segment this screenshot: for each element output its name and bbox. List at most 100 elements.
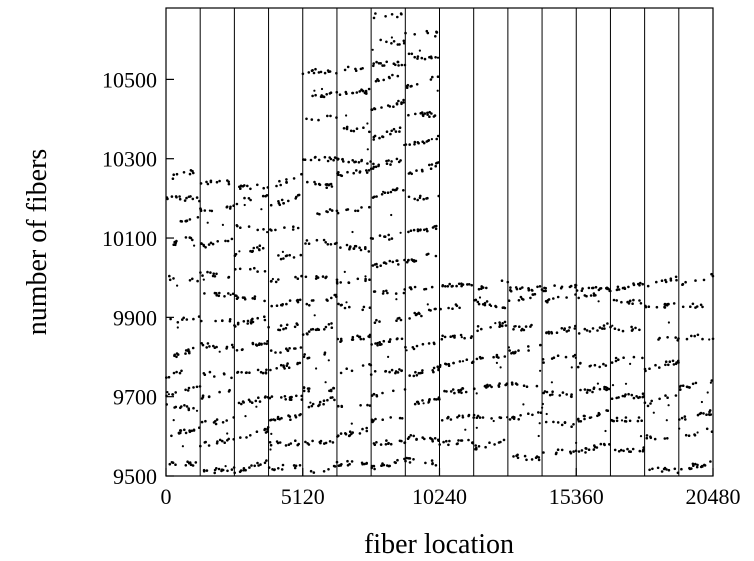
data-point [239,184,243,188]
data-point [327,323,331,326]
data-point [213,346,217,350]
data-point [608,289,611,293]
data-point [332,386,335,390]
data-point [385,439,388,442]
data-point [415,83,419,86]
data-point [314,182,317,186]
data-point [315,238,319,242]
data-point [658,336,661,340]
data-point [441,334,444,338]
data-point [699,303,703,307]
y-tick-label: 10300 [102,147,157,172]
data-point [527,345,530,348]
data-point [291,228,295,231]
data-point [206,270,209,274]
data-point [527,349,530,352]
data-point [641,450,645,453]
data-point [372,16,376,20]
data-point [342,127,346,130]
data-point [394,292,398,295]
data-point [317,71,321,74]
data-point [390,36,393,39]
data-point [279,257,283,261]
data-point [205,469,209,472]
data-point [527,287,530,291]
data-point [643,367,647,371]
data-point [512,328,515,331]
data-point [200,342,203,345]
data-point [215,294,219,297]
data-point [694,462,697,466]
data-point [612,298,616,302]
data-point [282,202,286,205]
data-point [283,395,287,398]
data-point [400,12,403,16]
data-point [365,169,368,172]
data-point [641,356,644,360]
data-point [292,177,296,180]
data-point [621,394,625,398]
data-point [460,336,463,339]
data-point [378,320,381,323]
data-point [464,390,468,394]
data-point [359,67,363,71]
data-point [259,370,263,374]
data-point [574,356,577,359]
data-point [329,157,333,161]
data-point [404,459,407,463]
data-point [218,179,221,183]
data-point [433,437,437,440]
data-point [261,246,265,250]
data-point [281,250,284,253]
data-point [474,447,477,451]
data-point [691,462,695,466]
data-point [652,411,655,414]
data-point [560,448,564,452]
data-point [418,49,421,52]
data-point [188,236,192,239]
data-point [195,385,199,389]
data-point [177,432,181,435]
data-point [399,231,402,234]
data-point [614,359,618,363]
data-point [413,402,417,406]
data-point [598,326,602,329]
data-point [585,329,589,332]
data-point [501,322,505,325]
data-point [238,250,241,253]
data-point [285,323,289,327]
data-point [605,286,609,290]
data-point [296,277,300,281]
data-point [395,102,399,105]
data-point [309,469,313,473]
data-point [563,327,566,330]
data-point [347,434,351,438]
data-point [666,437,669,440]
data-point [481,356,484,360]
data-point [624,416,628,419]
data-point [596,382,600,385]
data-point [235,224,239,227]
data-point [187,407,190,410]
data-point [517,299,521,302]
data-point [433,342,436,346]
data-point [289,398,293,402]
data-point [368,130,371,134]
data-point [437,368,440,372]
data-point [368,363,371,366]
data-point [301,333,305,336]
data-point [570,366,573,369]
data-point [268,396,272,400]
data-point [385,159,388,163]
data-point [591,286,594,290]
data-point [373,467,376,471]
data-point [421,169,424,173]
data-point [684,433,688,437]
data-point [198,426,201,430]
data-point [579,361,582,365]
data-point [325,186,329,189]
data-point [374,417,377,421]
data-point [168,278,172,282]
data-point [238,267,242,271]
data-point [193,244,196,247]
